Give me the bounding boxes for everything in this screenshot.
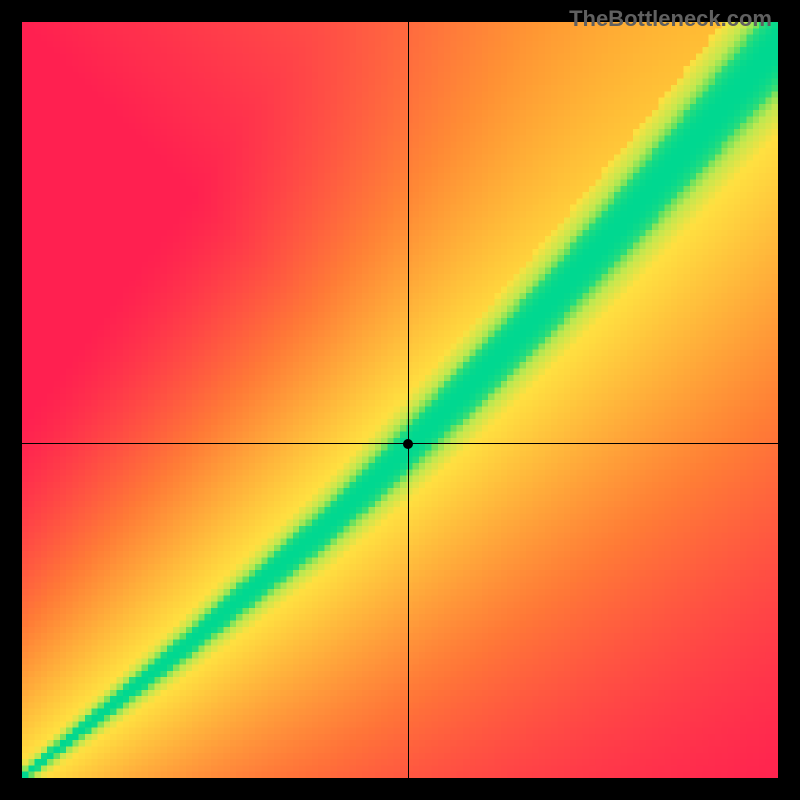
crosshair-vertical	[408, 22, 409, 778]
bottleneck-heatmap	[22, 22, 778, 778]
chart-container: TheBottleneck.com	[0, 0, 800, 800]
crosshair-horizontal	[22, 443, 778, 444]
watermark-text: TheBottleneck.com	[569, 6, 772, 32]
